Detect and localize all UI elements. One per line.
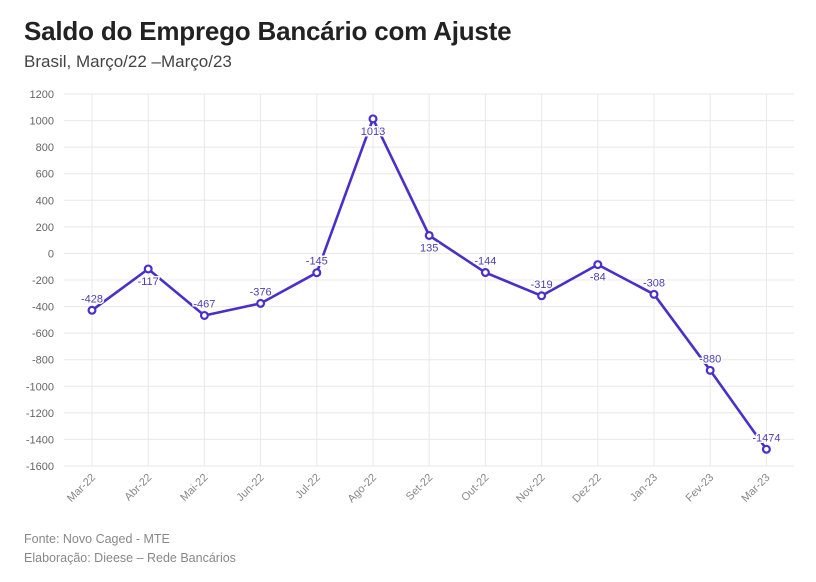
data-label: 135 (420, 242, 438, 254)
y-tick-label: 600 (36, 169, 54, 181)
data-point (312, 268, 322, 278)
x-tick-label: Set-22 (404, 472, 435, 503)
y-tick-label: -400 (32, 302, 54, 314)
y-tick-label: -1400 (26, 434, 54, 446)
data-label: -319 (531, 279, 553, 291)
y-tick-label: -800 (32, 355, 54, 367)
x-tick-label: Mai-22 (178, 472, 210, 504)
data-point (593, 260, 603, 270)
y-tick-label: -1600 (26, 461, 54, 473)
y-tick-label: -600 (32, 328, 54, 340)
credit-note: Elaboração: Dieese – Rede Bancários (24, 551, 236, 565)
y-tick-label: -1000 (26, 381, 54, 393)
chart-subtitle: Brasil, Março/22 –Março/23 (24, 52, 232, 71)
data-label: -117 (138, 276, 159, 288)
data-point (649, 289, 659, 299)
x-tick-label: Mar-22 (65, 472, 98, 505)
y-tick-label: 800 (36, 142, 54, 154)
data-label: -144 (474, 256, 496, 268)
data-label: -145 (306, 256, 328, 268)
data-point (143, 264, 153, 274)
data-label: -880 (699, 353, 721, 365)
data-label: -308 (643, 277, 665, 289)
data-label: -84 (590, 272, 606, 284)
x-tick-label: Out-22 (459, 472, 491, 504)
data-point (480, 268, 490, 278)
data-point (368, 114, 378, 124)
data-point (256, 298, 266, 308)
y-tick-label: 400 (36, 195, 54, 207)
x-tick-label: Dez-22 (570, 472, 604, 506)
x-tick-label: Fev-23 (684, 472, 717, 505)
data-points (87, 114, 771, 454)
x-tick-label: Ago-22 (346, 472, 380, 506)
x-tick-label: Jun-22 (234, 472, 266, 504)
footer: Fonte: Novo Caged - MTE Elaboração: Diee… (24, 530, 236, 568)
data-label: -428 (81, 293, 103, 305)
data-label: -1474 (752, 432, 780, 444)
line-chart: 1200 1000 800 600 400 200 0 -200 -400 -600 -800 -10… (26, 89, 794, 506)
data-label: -376 (250, 286, 272, 298)
y-axis-ticks: 1200 1000 800 600 400 200 0 -200 -400 -600 -800 -10… (26, 89, 54, 473)
y-tick-label: 1000 (30, 116, 54, 128)
chart-title: Saldo do Emprego Bancário com Ajuste (24, 16, 512, 46)
data-point (705, 365, 715, 375)
y-tick-label: 0 (48, 248, 54, 260)
y-tick-label: 1200 (30, 89, 54, 101)
data-labels: -428 -117 -467 -376 -145 1013 135 -144 -319 -84 -3… (79, 124, 781, 445)
data-point (87, 305, 97, 315)
x-tick-label: Abr-22 (122, 472, 154, 504)
x-tick-label: Mar-23 (739, 472, 772, 505)
x-tick-label: Jan-23 (628, 472, 660, 504)
data-point (424, 230, 434, 240)
y-tick-label: -200 (32, 275, 54, 287)
x-tick-label: Jul-22 (293, 472, 323, 502)
data-point (199, 310, 209, 320)
data-label: 1013 (361, 126, 385, 138)
data-label: -467 (193, 298, 215, 310)
y-tick-label: -1200 (26, 408, 54, 420)
x-axis-ticks: Mar-22 Abr-22 Mai-22 Jun-22 Jul-22 Ago-22 Set-… (65, 472, 773, 506)
source-note: Fonte: Novo Caged - MTE (24, 532, 170, 546)
x-tick-label: Nov-22 (514, 472, 548, 506)
y-tick-label: 200 (36, 222, 54, 234)
grid-lines (64, 93, 794, 467)
data-point (537, 291, 547, 301)
data-point (761, 444, 771, 454)
